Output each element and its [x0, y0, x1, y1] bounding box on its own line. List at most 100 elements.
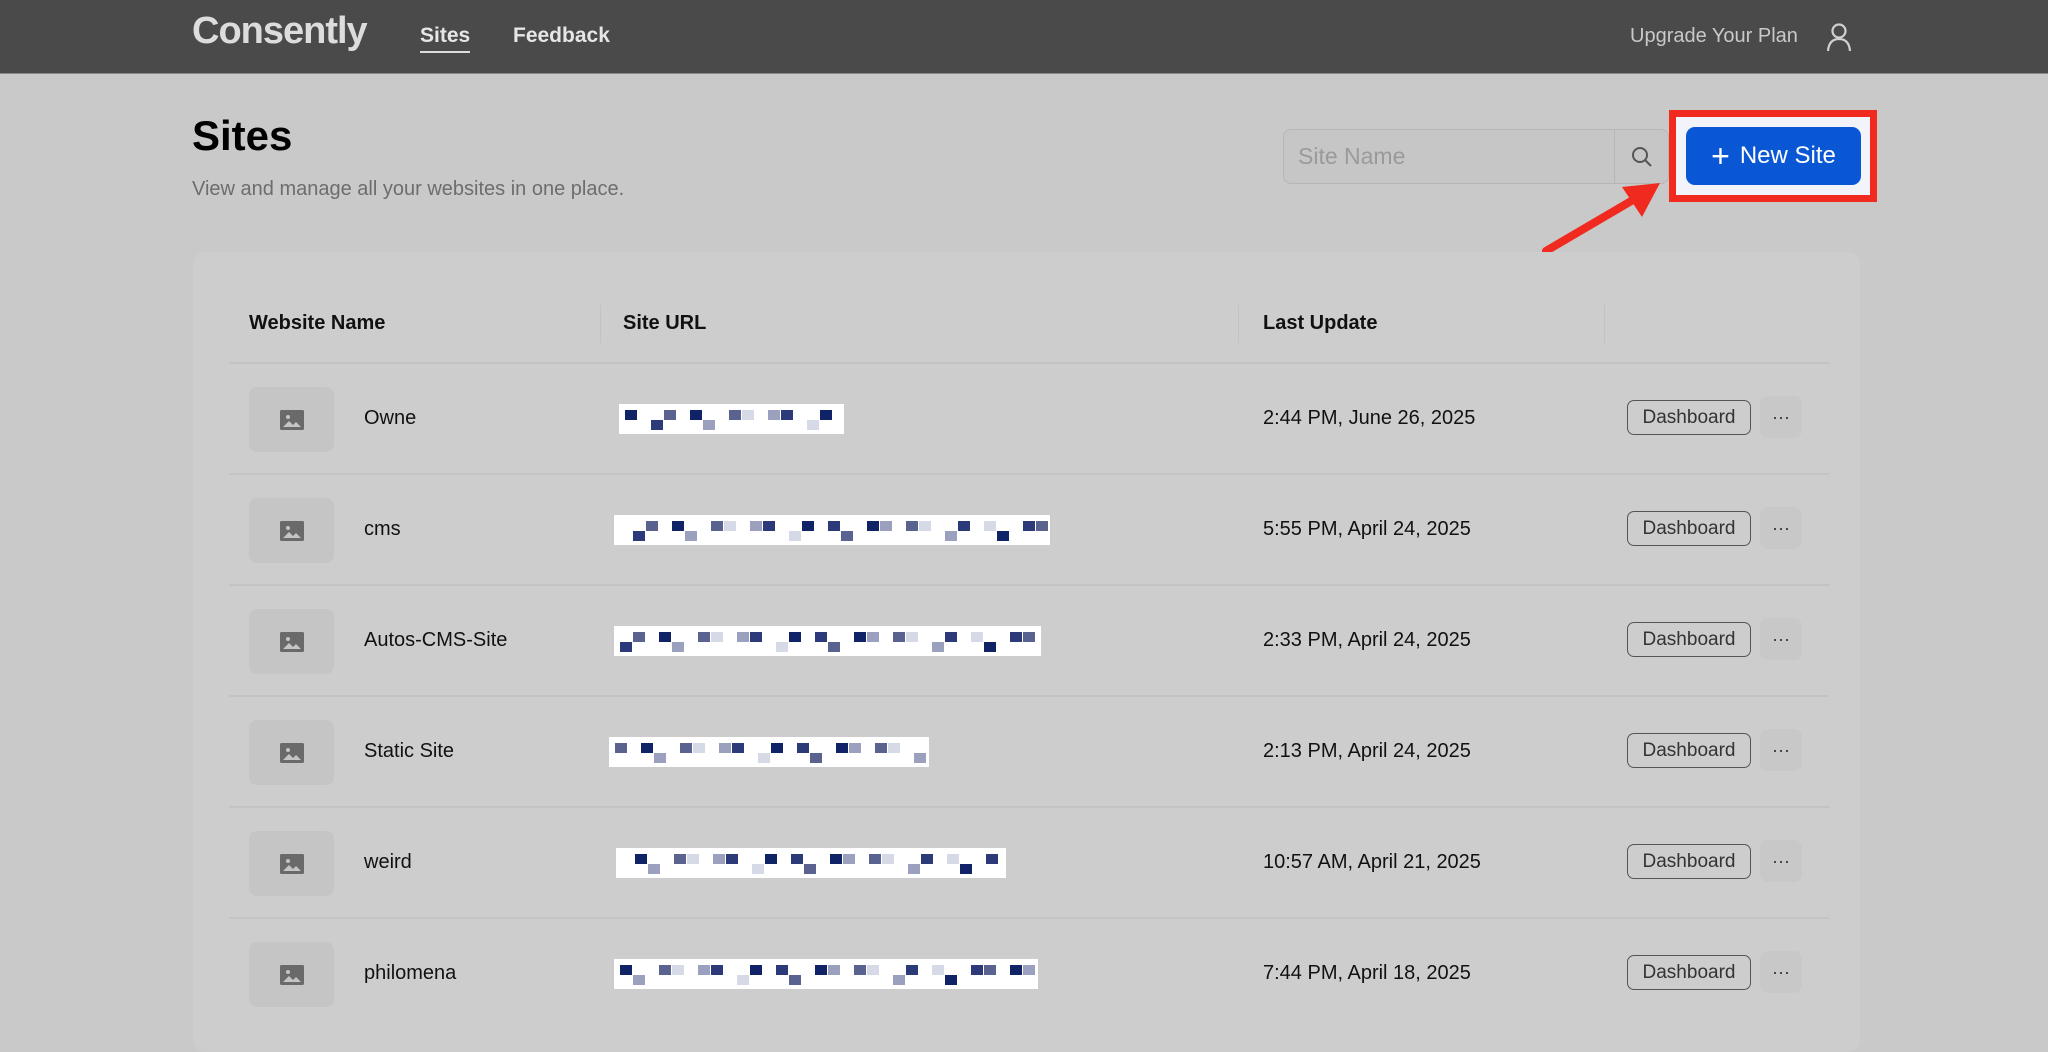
site-search — [1283, 129, 1669, 184]
last-update: 2:44 PM, June 26, 2025 — [1263, 407, 1476, 429]
upgrade-plan-link[interactable]: Upgrade Your Plan — [1630, 25, 1798, 47]
redaction-pixel — [841, 531, 853, 541]
redaction-pixel — [711, 521, 723, 531]
redaction-pixel — [984, 521, 996, 531]
redaction-pixel — [635, 854, 647, 864]
more-options-button[interactable]: ··· — [1760, 951, 1802, 993]
redaction-pixel — [698, 965, 710, 975]
page-subtitle: View and manage all your websites in one… — [192, 178, 625, 200]
redaction-pixel — [1010, 965, 1022, 975]
site-url-redacted — [616, 848, 1006, 878]
redaction-pixel — [703, 420, 715, 430]
redaction-pixel — [888, 743, 900, 753]
redaction-pixel — [914, 753, 926, 763]
last-update: 2:33 PM, April 24, 2025 — [1263, 629, 1471, 651]
redaction-pixel — [919, 521, 931, 531]
column-header-website-name[interactable]: Website Name — [249, 312, 386, 334]
site-thumbnail — [249, 387, 334, 452]
redaction-pixel — [960, 864, 972, 874]
site-url-redacted — [619, 404, 844, 434]
redaction-pixel — [810, 753, 822, 763]
consently-logo[interactable]: Consently — [192, 10, 368, 52]
dashboard-button[interactable]: Dashboard — [1627, 622, 1751, 657]
redaction-pixel — [687, 854, 699, 864]
nav-feedback[interactable]: Feedback — [513, 24, 610, 47]
table-row[interactable]: weird 10:57 AM, April 21, 2025 Dashboard… — [229, 806, 1829, 917]
more-options-button[interactable]: ··· — [1760, 507, 1802, 549]
dashboard-button[interactable]: Dashboard — [1627, 844, 1751, 879]
website-name[interactable]: Autos-CMS-Site — [364, 629, 508, 651]
image-icon — [279, 520, 304, 541]
dashboard-button[interactable]: Dashboard — [1627, 955, 1751, 990]
site-url-redacted — [614, 515, 1050, 545]
column-header-site-url[interactable]: Site URL — [623, 312, 707, 334]
more-options-button[interactable]: ··· — [1760, 729, 1802, 771]
column-divider — [1238, 305, 1239, 343]
redaction-pixel — [828, 965, 840, 975]
redaction-pixel — [791, 854, 803, 864]
last-update: 5:55 PM, April 24, 2025 — [1263, 518, 1471, 540]
website-name[interactable]: cms — [364, 518, 401, 540]
site-name-search-input[interactable] — [1298, 130, 1598, 183]
redaction-pixel — [921, 854, 933, 864]
redaction-pixel — [802, 521, 814, 531]
website-name[interactable]: Owne — [364, 407, 417, 429]
more-options-button[interactable]: ··· — [1760, 618, 1802, 660]
redaction-pixel — [693, 743, 705, 753]
redaction-pixel — [984, 965, 996, 975]
search-button[interactable] — [1614, 130, 1669, 183]
redaction-pixel — [1023, 965, 1035, 975]
redaction-pixel — [1036, 521, 1048, 531]
redaction-pixel — [815, 632, 827, 642]
redaction-pixel — [711, 632, 723, 642]
redaction-pixel — [690, 410, 702, 420]
table-row[interactable]: Autos-CMS-Site 2:33 PM, April 24, 2025 D… — [229, 584, 1829, 695]
more-options-button[interactable]: ··· — [1760, 396, 1802, 438]
redaction-pixel — [908, 864, 920, 874]
top-nav-bar: Consently Sites Feedback Upgrade Your Pl… — [0, 0, 2048, 74]
website-name[interactable]: Static Site — [364, 740, 455, 762]
website-name[interactable]: weird — [364, 851, 412, 873]
redaction-pixel — [880, 521, 892, 531]
redaction-pixel — [828, 642, 840, 652]
redaction-pixel — [789, 531, 801, 541]
redaction-pixel — [945, 531, 957, 541]
redaction-pixel — [664, 410, 676, 420]
image-icon — [279, 742, 304, 763]
redaction-pixel — [654, 753, 666, 763]
redaction-pixel — [867, 521, 879, 531]
redaction-pixel — [651, 420, 663, 430]
table-row[interactable]: Owne 2:44 PM, June 26, 2025 Dashboard ··… — [229, 362, 1829, 473]
more-options-button[interactable]: ··· — [1760, 840, 1802, 882]
redaction-pixel — [765, 854, 777, 864]
image-icon — [279, 409, 304, 430]
column-divider — [600, 305, 601, 343]
redaction-pixel — [719, 743, 731, 753]
user-icon[interactable] — [1826, 22, 1852, 57]
annotation-arrow-icon — [1542, 183, 1660, 255]
last-update: 10:57 AM, April 21, 2025 — [1263, 851, 1481, 873]
redaction-pixel — [726, 854, 738, 864]
site-thumbnail — [249, 831, 334, 896]
redaction-pixel — [1023, 521, 1035, 531]
redaction-pixel — [781, 410, 793, 420]
page-title: Sites — [192, 112, 293, 159]
table-row[interactable]: Static Site 2:13 PM, April 24, 2025 Dash… — [229, 695, 1829, 806]
redaction-pixel — [882, 854, 894, 864]
dashboard-button[interactable]: Dashboard — [1627, 400, 1751, 435]
redaction-pixel — [893, 632, 905, 642]
dashboard-button[interactable]: Dashboard — [1627, 511, 1751, 546]
redaction-pixel — [672, 965, 684, 975]
redaction-pixel — [945, 975, 957, 985]
website-name[interactable]: philomena — [364, 962, 457, 984]
site-url-redacted — [614, 626, 1041, 656]
redaction-pixel — [986, 854, 998, 864]
site-thumbnail — [249, 942, 334, 1007]
nav-sites[interactable]: Sites — [420, 24, 471, 53]
redaction-pixel — [659, 632, 671, 642]
new-site-button[interactable]: + New Site — [1686, 127, 1861, 185]
table-row[interactable]: philomena 7:44 PM, April 18, 2025 Dashbo… — [229, 917, 1829, 1028]
dashboard-button[interactable]: Dashboard — [1627, 733, 1751, 768]
column-header-last-update[interactable]: Last Update — [1263, 312, 1378, 334]
table-row[interactable]: cms 5:55 PM, April 24, 2025 Dashboard ··… — [229, 473, 1829, 584]
